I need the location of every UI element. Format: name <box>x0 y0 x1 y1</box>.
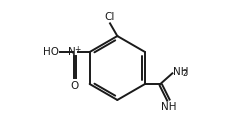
Text: Cl: Cl <box>104 12 115 22</box>
Text: HO: HO <box>43 47 59 57</box>
Text: NH: NH <box>173 67 188 77</box>
Text: NH: NH <box>161 102 177 112</box>
Text: N: N <box>68 47 76 57</box>
Text: +: + <box>74 45 80 54</box>
Text: O: O <box>71 81 79 91</box>
Text: 2: 2 <box>183 69 187 78</box>
